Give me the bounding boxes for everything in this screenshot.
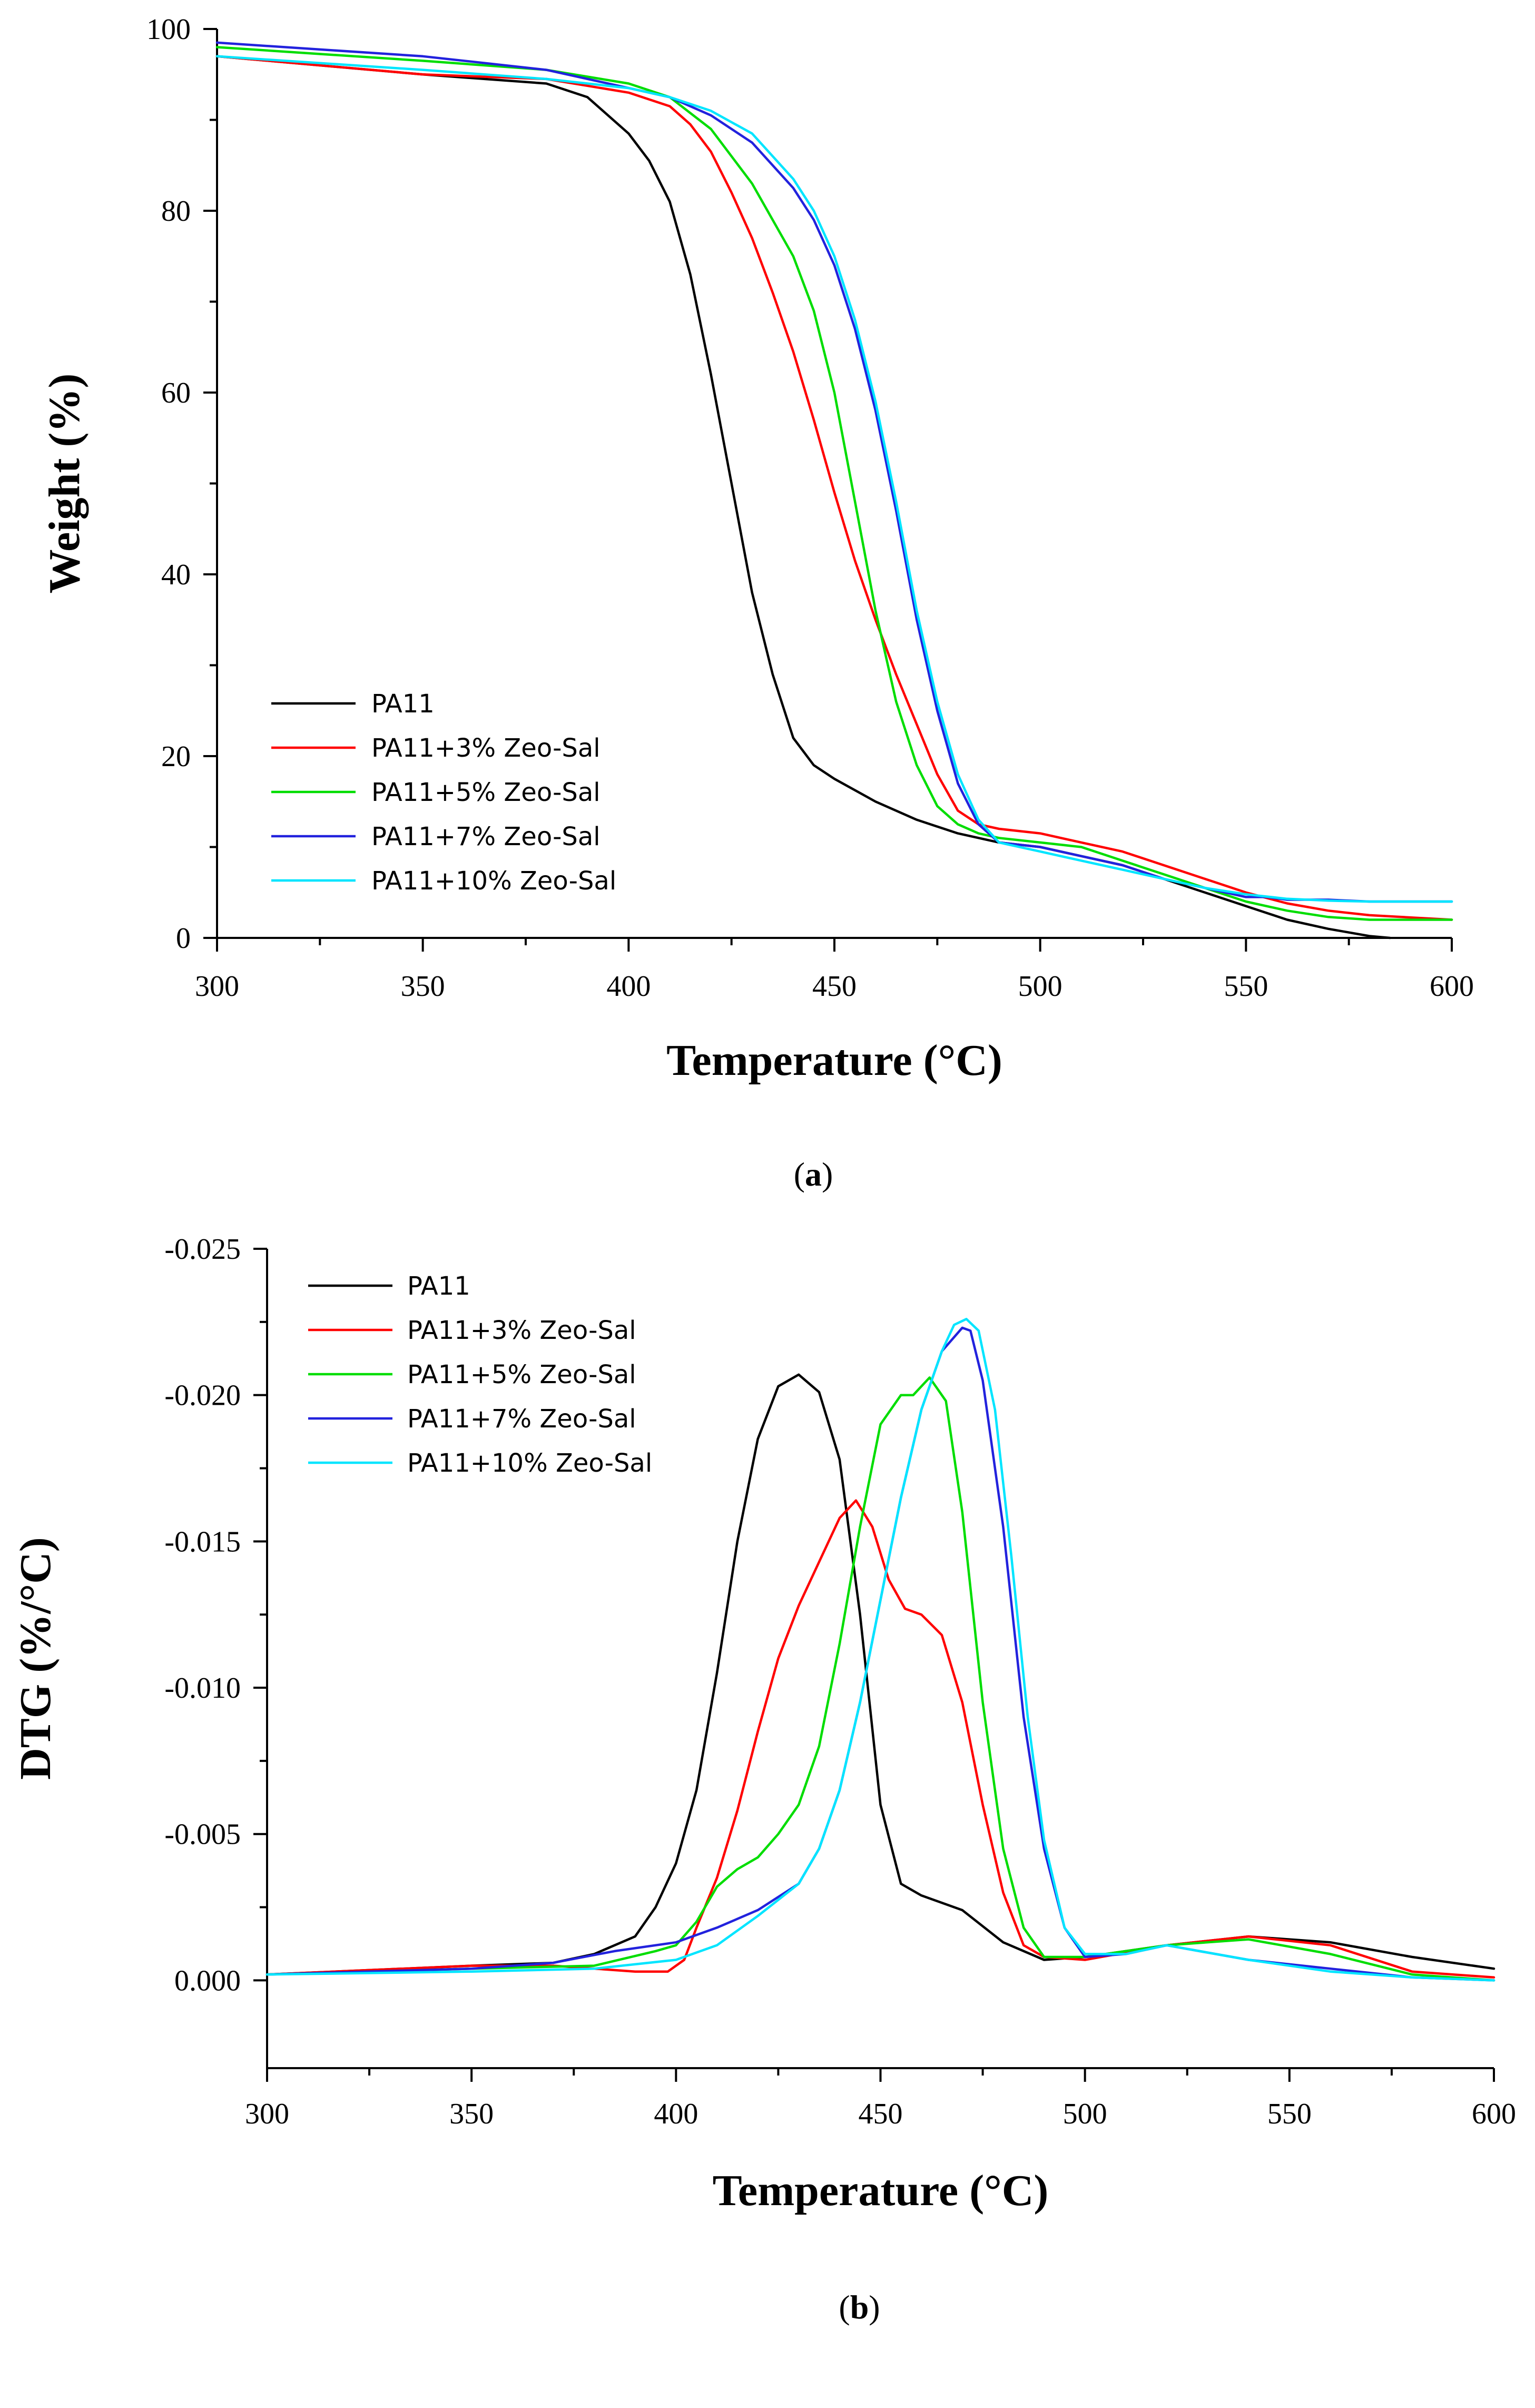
y-tick-label: 40 (161, 559, 191, 591)
x-axis-title: Temperature (°C) (713, 2166, 1049, 2215)
y-tick-label: -0.020 (164, 1379, 241, 1412)
panel-caption: (a) (794, 1156, 833, 1193)
y-tick-label: 100 (146, 13, 191, 46)
legend-label: PA11+10% Zeo-Sal (371, 866, 616, 896)
legend-label: PA11 (407, 1271, 470, 1301)
legend: PA11 PA11+3% Zeo-Sal PA11+5% Zeo-Sal PA11+7… (271, 689, 616, 896)
x-tick-label: 550 (1224, 970, 1268, 1003)
series-line-1 (265, 1499, 1495, 1979)
legend-label: PA11+7% Zeo-Sal (371, 822, 601, 851)
x-tick-label: 300 (195, 970, 239, 1003)
y-tick-label: -0.005 (164, 1818, 241, 1851)
legend-label: PA11+5% Zeo-Sal (407, 1360, 636, 1389)
series-line-1 (215, 55, 1453, 921)
legend-label: PA11+5% Zeo-Sal (371, 778, 601, 807)
legend-label: PA11 (371, 689, 435, 719)
x-axis-title: Temperature (°C) (666, 1036, 1002, 1085)
series-line-4 (215, 55, 1453, 903)
y-tick-label: 0.000 (174, 1964, 241, 1997)
x-tick-label: 450 (859, 2098, 903, 2130)
series-line-2 (215, 46, 1453, 921)
series-line-0 (215, 55, 1392, 939)
chart-panel-b: 300 350 400 450 500 550 600 -0.025 -0.020 -0.015 -… (11, 1233, 1516, 2326)
x-tick-label: 500 (1018, 970, 1062, 1003)
panel-caption: (b) (839, 2288, 880, 2326)
chart-panel-a: 300 350 400 450 500 550 600 0 20 40 60 80 100 Tempera… (40, 13, 1474, 1193)
y-tick-label: -0.025 (164, 1233, 241, 1266)
legend: PA11 PA11+3% Zeo-Sal PA11+5% Zeo-Sal PA11+7… (308, 1271, 652, 1478)
x-tick-label: 350 (401, 970, 445, 1003)
legend-label: PA11+10% Zeo-Sal (407, 1448, 652, 1478)
y-axis-title: DTG (%/°C) (11, 1537, 60, 1780)
y-tick-label: 80 (161, 195, 191, 228)
x-tick-label: 450 (812, 970, 857, 1003)
legend-label: PA11+3% Zeo-Sal (407, 1316, 636, 1345)
x-tick-label: 600 (1430, 970, 1474, 1003)
x-tick-label: 400 (606, 970, 651, 1003)
x-tick-label: 600 (1472, 2098, 1516, 2130)
y-tick-label: 60 (161, 377, 191, 409)
y-tick-label: -0.010 (164, 1672, 241, 1705)
series-line-4 (265, 1318, 1495, 1982)
y-tick-label: 0 (176, 922, 191, 955)
x-tick-label: 550 (1267, 2098, 1312, 2130)
legend-label: PA11+3% Zeo-Sal (371, 733, 601, 763)
series-line-3 (215, 41, 1453, 903)
y-tick-label: -0.015 (164, 1525, 241, 1558)
y-axis-title: Weight (%) (40, 374, 89, 594)
x-tick-label: 500 (1063, 2098, 1107, 2130)
y-tick-label: 20 (161, 740, 191, 773)
x-tick-label: 400 (654, 2098, 698, 2130)
x-tick-label: 300 (245, 2098, 289, 2130)
legend-label: PA11+7% Zeo-Sal (407, 1404, 636, 1434)
x-tick-label: 350 (449, 2098, 494, 2130)
